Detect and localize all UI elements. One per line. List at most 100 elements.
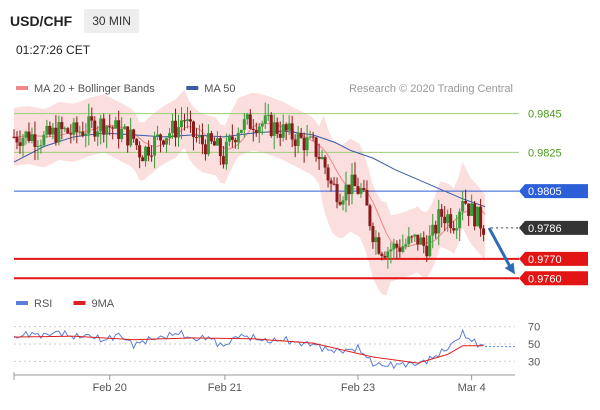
candle-body xyxy=(278,133,282,138)
candle-body xyxy=(194,137,198,139)
ma20-line xyxy=(13,122,486,248)
x-tick-label-0: Feb 20 xyxy=(93,382,127,394)
timeframe-badge[interactable]: 30 MIN xyxy=(84,9,139,33)
candle-body xyxy=(215,138,219,146)
x-tick-label-3: Mar 4 xyxy=(458,382,486,394)
candle-body xyxy=(102,118,106,135)
candle-body xyxy=(461,201,465,212)
legend-label-1: MA 50 xyxy=(204,83,235,95)
candle-body xyxy=(15,137,19,143)
legend-label-0: MA 20 + Bollinger Bands xyxy=(34,83,155,95)
candle-body xyxy=(227,136,231,142)
candle-body xyxy=(326,167,330,181)
candle-body xyxy=(81,131,85,136)
candle-body xyxy=(156,134,160,137)
x-tick-label-2: Feb 23 xyxy=(341,382,375,394)
candle-body xyxy=(281,124,285,138)
legend-swatch-1 xyxy=(186,86,199,90)
candle-body xyxy=(422,237,426,246)
candle-body xyxy=(63,128,67,130)
candle-body xyxy=(458,211,462,229)
rsi-legend-label-1: 9MA xyxy=(92,298,115,310)
copyright-text: Research © 2020 Trading Central xyxy=(349,83,513,95)
candle-body xyxy=(66,128,70,134)
candle-body xyxy=(251,128,255,130)
candle-body xyxy=(299,133,303,138)
candle-body xyxy=(206,133,210,155)
candle-body xyxy=(413,234,417,237)
candle-body xyxy=(269,114,273,136)
candle-body xyxy=(141,157,145,162)
candle-body xyxy=(344,184,348,201)
candle-body xyxy=(404,244,408,247)
candle-body xyxy=(117,120,121,140)
candle-body xyxy=(135,138,139,146)
rsi-tick-30: 30 xyxy=(528,356,540,368)
candle-body xyxy=(224,141,228,165)
candle-body xyxy=(341,200,345,205)
timestamp: 01:27:26 CET xyxy=(16,43,91,57)
price-label-0.9845: 0.9845 xyxy=(528,109,562,121)
candle-body xyxy=(386,251,390,258)
rsi-legend-label-0: RSI xyxy=(34,298,52,310)
candle-body xyxy=(293,139,297,146)
candle-body xyxy=(464,201,468,204)
candle-body xyxy=(446,214,450,224)
candle-body xyxy=(48,125,52,135)
candle-body xyxy=(203,144,207,155)
price-tag-0.9770 xyxy=(519,251,588,266)
candle-body xyxy=(371,226,375,243)
candle-body xyxy=(380,253,384,256)
candle-body xyxy=(21,137,25,146)
candle-body xyxy=(36,146,40,148)
candle-body xyxy=(332,183,336,185)
candle-body xyxy=(452,228,456,231)
candle-body xyxy=(467,203,471,216)
candle-body xyxy=(72,122,76,135)
candle-body xyxy=(171,120,175,134)
candle-body xyxy=(24,131,28,138)
candle-body xyxy=(359,188,363,194)
candle-body xyxy=(185,119,189,121)
candle-body xyxy=(347,184,351,195)
candle-body xyxy=(275,122,279,134)
candle-body xyxy=(395,243,399,248)
candle-body xyxy=(33,134,37,147)
candle-body xyxy=(350,174,354,195)
candle-body xyxy=(12,136,16,138)
candle-body xyxy=(323,157,327,168)
chart-header: USD/CHF 30 MIN xyxy=(6,8,139,34)
candle-body xyxy=(443,216,447,224)
candle-body xyxy=(188,119,192,122)
candle-body xyxy=(305,137,309,151)
candle-body xyxy=(383,255,387,258)
candle-body xyxy=(329,180,333,184)
price-label-0.9786: 0.9786 xyxy=(528,223,562,235)
candle-body xyxy=(236,132,240,143)
price-label-0.9825: 0.9825 xyxy=(528,147,562,159)
candle-body xyxy=(473,203,477,227)
candle-body xyxy=(254,129,258,134)
candle-body xyxy=(440,209,444,217)
candle-body xyxy=(39,145,43,147)
candle-body xyxy=(419,237,423,245)
candle-body xyxy=(212,141,216,146)
candle-body xyxy=(129,129,133,146)
candle-body xyxy=(132,129,136,139)
candle-body xyxy=(248,114,252,129)
candle-body xyxy=(476,206,480,227)
candle-body xyxy=(389,249,393,252)
candle-body xyxy=(105,126,109,135)
candle-body xyxy=(401,246,405,252)
candle-body xyxy=(123,126,127,129)
candle-body xyxy=(416,234,420,245)
price-tag-0.9805 xyxy=(519,184,588,199)
candle-body xyxy=(221,156,225,165)
price-label-0.9805: 0.9805 xyxy=(528,186,562,198)
candle-body xyxy=(27,131,31,142)
candle-body xyxy=(60,122,64,130)
rsi-legend-swatch-1 xyxy=(73,301,86,305)
candle-body xyxy=(108,126,112,128)
candle-body xyxy=(90,116,94,121)
candle-body xyxy=(287,123,291,131)
